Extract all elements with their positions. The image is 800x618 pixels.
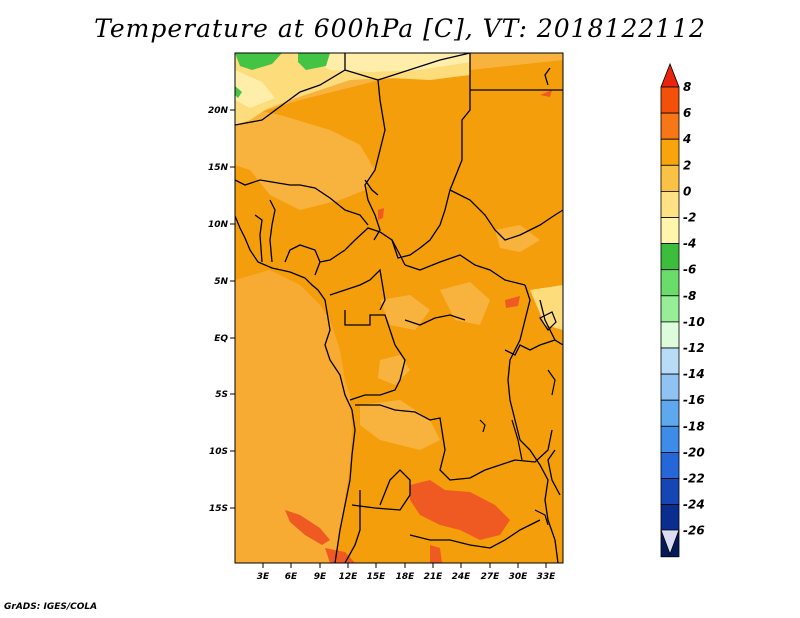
colorbar-segment bbox=[660, 478, 680, 506]
colorbar-label: 2 bbox=[683, 158, 691, 172]
colorbar-label: 8 bbox=[683, 80, 691, 94]
warm-patch-ne bbox=[540, 90, 552, 97]
cold-patch-nw bbox=[235, 53, 282, 70]
ocean-region bbox=[235, 270, 352, 563]
lat-label: 20N bbox=[208, 106, 229, 116]
lon-label: 6E bbox=[285, 572, 298, 582]
colorbar-segment bbox=[660, 138, 680, 166]
chart-title: Temperature at 600hPa [C], VT: 201812211… bbox=[94, 14, 706, 43]
colorbar-label: 4 bbox=[682, 132, 691, 146]
latitude-axis: 20N 15N 10N 5N EQ 5S 10S 15S bbox=[208, 106, 235, 514]
colorbar-label: -24 bbox=[683, 498, 705, 512]
colorbar-label: 6 bbox=[683, 106, 691, 120]
colorbar-segment bbox=[660, 504, 680, 532]
grads-credit: GrADS: IGES/COLA bbox=[4, 602, 98, 612]
colorbar-segment bbox=[660, 399, 680, 427]
cold-patch-w bbox=[235, 86, 242, 98]
colorbar-segment bbox=[660, 243, 680, 271]
lon-label: 15E bbox=[367, 572, 387, 582]
lon-label: 27E bbox=[481, 572, 501, 582]
lon-label: 12E bbox=[339, 572, 359, 582]
colorbar-label: -10 bbox=[683, 315, 705, 329]
map-area bbox=[235, 53, 563, 563]
lon-label: 18E bbox=[396, 572, 416, 582]
pale-yellow-zone bbox=[235, 53, 470, 125]
colorbar-bottom-arrow bbox=[660, 529, 680, 556]
colorbar-label: -4 bbox=[683, 237, 696, 251]
colorbar-label: 0 bbox=[683, 184, 691, 198]
colorbar-top-arrow bbox=[660, 62, 680, 88]
light-patch-angola bbox=[360, 400, 440, 450]
colorbar-segment bbox=[660, 112, 680, 140]
colorbar-label: -20 bbox=[683, 445, 705, 459]
light-patch-2 bbox=[440, 282, 490, 325]
colorbar-label: -16 bbox=[683, 393, 705, 407]
warm-patch-sw bbox=[285, 510, 330, 545]
lat-label: 15S bbox=[209, 504, 228, 514]
warm-patch-s2 bbox=[430, 545, 442, 563]
colorbar-segment bbox=[660, 373, 680, 401]
warm-patch-e bbox=[505, 296, 520, 308]
colorbar-segment bbox=[660, 347, 680, 375]
lat-label: 5S bbox=[215, 390, 228, 400]
palest-west bbox=[235, 70, 275, 108]
colorbar-segment bbox=[660, 217, 680, 245]
sahel-light-area bbox=[235, 105, 375, 210]
lon-label: 21E bbox=[424, 572, 444, 582]
warm-patch-nigeria bbox=[378, 208, 384, 220]
colorbar-label: -2 bbox=[683, 211, 696, 225]
lat-label: 10N bbox=[208, 220, 229, 230]
lon-label: 9E bbox=[314, 572, 327, 582]
colorbar-segment bbox=[660, 86, 680, 114]
lat-label: 10S bbox=[209, 447, 228, 457]
colorbar-segment bbox=[660, 190, 680, 218]
colorbar-label: -14 bbox=[683, 367, 705, 381]
warm-patch-kalahari bbox=[410, 480, 510, 540]
colorbar-label: -8 bbox=[683, 289, 696, 303]
lat-label: EQ bbox=[214, 334, 228, 344]
colorbar-label: -12 bbox=[683, 341, 705, 355]
palest-zone bbox=[300, 53, 470, 72]
lon-label: 24E bbox=[452, 572, 472, 582]
lat-label: 15N bbox=[208, 163, 229, 173]
lat-label: 5N bbox=[214, 277, 228, 287]
lon-label: 33E bbox=[537, 572, 557, 582]
colorbar-segment bbox=[660, 425, 680, 453]
colorbar-segment bbox=[660, 321, 680, 349]
light-patch-3 bbox=[495, 225, 540, 252]
colorbar: 8 6 4 2 0 -2 -4 -6 -8 -10 -12 -14 -16 -18 -20 -22 -24 -26 bbox=[660, 62, 705, 558]
light-patch-1 bbox=[380, 295, 430, 330]
colorbar-label: -6 bbox=[683, 263, 696, 277]
lon-label: 30E bbox=[509, 572, 529, 582]
light-patch-4 bbox=[378, 355, 410, 385]
colorbar-segment bbox=[660, 164, 680, 192]
colorbar-label: -18 bbox=[683, 419, 705, 433]
colorbar-segment bbox=[660, 269, 680, 297]
colorbar-segment bbox=[660, 451, 680, 479]
cold-patch-n bbox=[298, 53, 330, 70]
lakes bbox=[479, 311, 557, 526]
colorbar-label: -26 bbox=[683, 524, 705, 538]
colorbar-label: -22 bbox=[683, 472, 705, 486]
colorbar-segment bbox=[660, 295, 680, 323]
longitude-axis: 3E 6E 9E 12E 15E 18E 21E 24E 27E 30E 33E bbox=[257, 563, 556, 582]
map-frame bbox=[234, 52, 564, 564]
country-borders bbox=[235, 53, 563, 563]
lon-label: 3E bbox=[257, 572, 270, 582]
